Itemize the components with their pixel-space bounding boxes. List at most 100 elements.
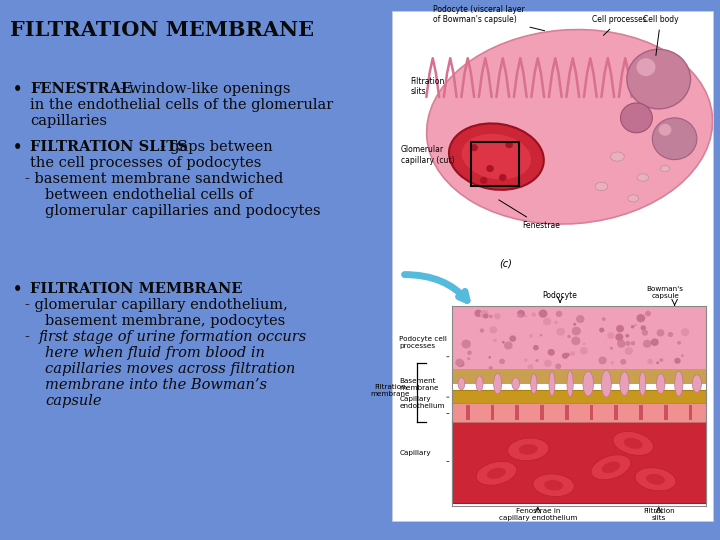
Circle shape bbox=[652, 118, 697, 160]
Text: Cell body: Cell body bbox=[643, 16, 678, 56]
Circle shape bbox=[480, 328, 485, 333]
Circle shape bbox=[570, 352, 575, 356]
Text: Fenestrae: Fenestrae bbox=[499, 200, 559, 230]
Circle shape bbox=[647, 359, 653, 364]
Circle shape bbox=[636, 58, 655, 76]
Text: membrane into the Bowman’s: membrane into the Bowman’s bbox=[45, 378, 267, 392]
Ellipse shape bbox=[544, 480, 563, 490]
Circle shape bbox=[602, 317, 606, 321]
Text: glomerular capillaries and podocytes: glomerular capillaries and podocytes bbox=[45, 204, 320, 218]
Text: •: • bbox=[13, 282, 22, 297]
Circle shape bbox=[681, 354, 684, 357]
Ellipse shape bbox=[628, 195, 639, 202]
Circle shape bbox=[621, 103, 652, 133]
Circle shape bbox=[488, 356, 491, 359]
Circle shape bbox=[544, 360, 552, 367]
Circle shape bbox=[531, 313, 536, 317]
Text: Filtration
slits: Filtration slits bbox=[643, 508, 675, 521]
Circle shape bbox=[462, 340, 471, 348]
FancyBboxPatch shape bbox=[452, 306, 706, 377]
Circle shape bbox=[651, 339, 659, 346]
Circle shape bbox=[524, 359, 527, 362]
Circle shape bbox=[607, 332, 614, 339]
Circle shape bbox=[518, 314, 522, 318]
Circle shape bbox=[610, 347, 613, 350]
Circle shape bbox=[636, 314, 645, 322]
Circle shape bbox=[660, 358, 663, 362]
Text: first stage of urine formation occurs: first stage of urine formation occurs bbox=[39, 330, 307, 344]
Ellipse shape bbox=[646, 474, 665, 484]
FancyBboxPatch shape bbox=[664, 406, 667, 420]
FancyBboxPatch shape bbox=[452, 421, 706, 503]
Circle shape bbox=[539, 309, 547, 318]
Circle shape bbox=[616, 325, 624, 333]
Circle shape bbox=[627, 49, 690, 109]
Text: Fenostrae in
capillary endothelium: Fenostrae in capillary endothelium bbox=[498, 508, 577, 521]
Circle shape bbox=[583, 342, 585, 345]
Ellipse shape bbox=[487, 468, 505, 479]
Text: the cell processes of podocytes: the cell processes of podocytes bbox=[30, 156, 261, 170]
Circle shape bbox=[529, 334, 533, 338]
Text: in the endothelial cells of the glomerular: in the endothelial cells of the glomerul… bbox=[30, 98, 333, 112]
Circle shape bbox=[493, 339, 497, 342]
FancyBboxPatch shape bbox=[565, 406, 569, 420]
Text: capillaries moves across filtration: capillaries moves across filtration bbox=[45, 362, 295, 376]
Ellipse shape bbox=[675, 371, 683, 396]
FancyBboxPatch shape bbox=[490, 406, 495, 420]
Text: Podocyte cell
processes: Podocyte cell processes bbox=[400, 336, 447, 349]
Text: FILTRATION MEMBRANE: FILTRATION MEMBRANE bbox=[30, 282, 243, 296]
Text: (c): (c) bbox=[500, 259, 513, 269]
Circle shape bbox=[489, 366, 492, 370]
Circle shape bbox=[525, 315, 528, 318]
Circle shape bbox=[556, 310, 562, 317]
Circle shape bbox=[494, 313, 500, 319]
Ellipse shape bbox=[449, 124, 544, 190]
Circle shape bbox=[659, 124, 672, 136]
Text: •: • bbox=[13, 140, 22, 155]
Circle shape bbox=[580, 347, 588, 354]
Ellipse shape bbox=[512, 377, 520, 390]
Circle shape bbox=[674, 357, 680, 364]
Text: capsule: capsule bbox=[45, 394, 102, 408]
Ellipse shape bbox=[518, 444, 538, 455]
Circle shape bbox=[547, 349, 555, 356]
FancyBboxPatch shape bbox=[590, 406, 593, 420]
Text: Podocyte: Podocyte bbox=[543, 292, 577, 300]
FancyBboxPatch shape bbox=[540, 406, 544, 420]
Ellipse shape bbox=[602, 462, 620, 473]
Circle shape bbox=[467, 357, 470, 360]
Circle shape bbox=[499, 359, 505, 364]
Text: between endothelial cells of: between endothelial cells of bbox=[45, 188, 253, 202]
Text: Glomerular
capillary (cut): Glomerular capillary (cut) bbox=[401, 145, 454, 165]
FancyBboxPatch shape bbox=[639, 406, 643, 420]
Text: - gaps between: - gaps between bbox=[156, 140, 273, 154]
Bar bbox=[471, 141, 518, 186]
Ellipse shape bbox=[693, 375, 701, 393]
Ellipse shape bbox=[531, 374, 537, 394]
Circle shape bbox=[631, 325, 634, 328]
Ellipse shape bbox=[620, 372, 629, 395]
Text: Cell processes: Cell processes bbox=[592, 16, 647, 36]
Ellipse shape bbox=[639, 372, 646, 395]
Text: Podocyte (visceral layer
of Bowman's capsule): Podocyte (visceral layer of Bowman's cap… bbox=[433, 5, 544, 31]
Circle shape bbox=[681, 328, 689, 336]
Circle shape bbox=[620, 359, 626, 364]
Circle shape bbox=[499, 174, 507, 181]
Ellipse shape bbox=[458, 377, 464, 390]
FancyBboxPatch shape bbox=[392, 11, 713, 521]
Text: Bowman's
capsule: Bowman's capsule bbox=[647, 287, 683, 300]
Circle shape bbox=[517, 310, 525, 318]
Circle shape bbox=[490, 326, 498, 334]
Ellipse shape bbox=[591, 455, 631, 480]
FancyBboxPatch shape bbox=[516, 406, 519, 420]
Text: - glomerular capillary endothelium,: - glomerular capillary endothelium, bbox=[25, 298, 288, 312]
Circle shape bbox=[625, 347, 633, 355]
Ellipse shape bbox=[567, 370, 573, 397]
Circle shape bbox=[598, 356, 607, 365]
Circle shape bbox=[645, 310, 651, 316]
FancyBboxPatch shape bbox=[614, 406, 618, 420]
Ellipse shape bbox=[657, 374, 665, 394]
Circle shape bbox=[634, 323, 637, 327]
Text: capillaries: capillaries bbox=[30, 114, 107, 128]
Circle shape bbox=[504, 341, 513, 349]
